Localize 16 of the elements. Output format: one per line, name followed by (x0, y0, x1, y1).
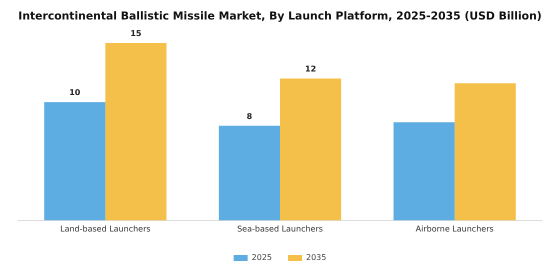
legend-label: 2025 (252, 253, 272, 262)
data-label: 10 (69, 88, 81, 98)
bar (105, 43, 166, 220)
data-label: 8 (246, 112, 253, 121)
bar (394, 122, 455, 220)
bar (454, 83, 516, 220)
chart-title: Intercontinental Ballistic Missile Market, By Launch Platform, 2025-2035 (USD Billion) (18, 9, 542, 22)
bar (218, 126, 280, 220)
legend-label: 2035 (306, 253, 326, 262)
bar (280, 78, 342, 220)
x-tick-label: Land-based Launchers (60, 224, 151, 234)
data-label: 12 (304, 64, 316, 74)
bar (44, 102, 106, 220)
x-tick-label: Sea-based Launchers (237, 224, 323, 234)
data-label: 15 (130, 29, 142, 38)
x-tick-label: Airborne Launchers (416, 224, 494, 234)
